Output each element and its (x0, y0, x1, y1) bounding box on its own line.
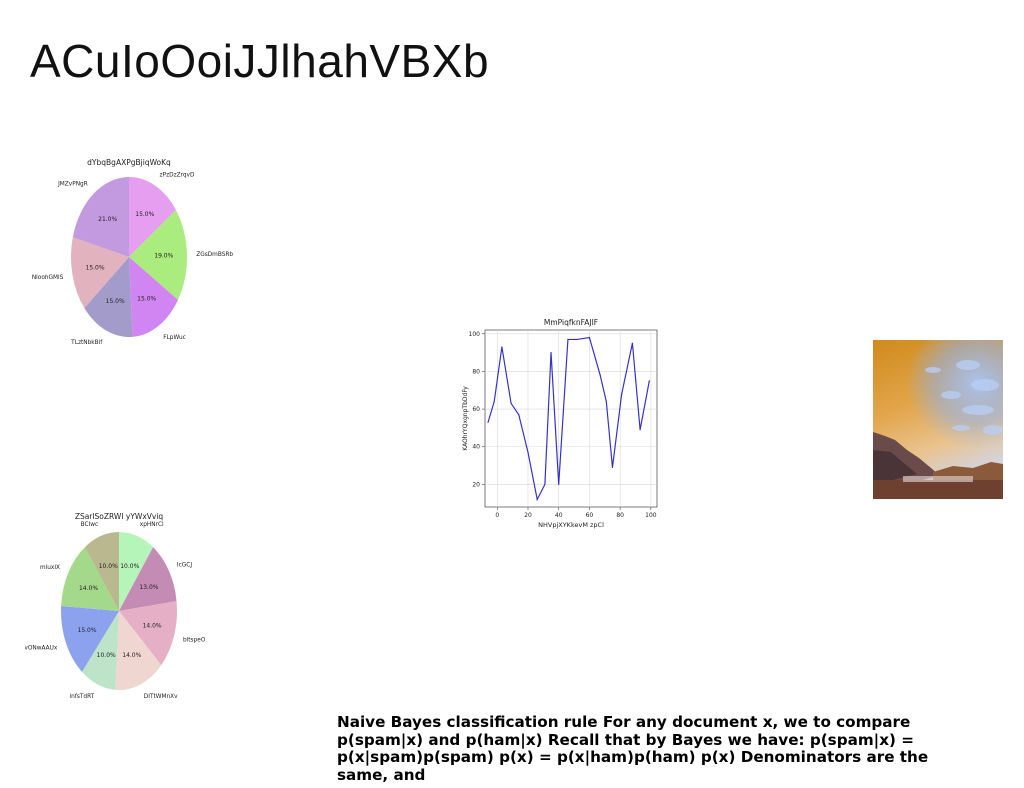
chart-title: ZSarlSoZRWI yYWxVviq (75, 512, 164, 521)
line-point (632, 343, 633, 344)
y-tick-label: 40 (472, 444, 480, 451)
slice-value-label: 10.0% (97, 652, 116, 659)
x-tick-label: 100 (645, 512, 657, 519)
line-point (487, 422, 488, 423)
line-point (612, 467, 613, 468)
slice-value-label: 14.0% (122, 652, 141, 659)
line-point (511, 403, 512, 404)
line-chart: MmPiqfknFAJIF 0 20 40 60 80 100 20 40 60 80 100 NHVp… (455, 312, 665, 532)
x-tick-label: 20 (524, 512, 532, 519)
slice-value-label: 15.0% (135, 211, 154, 218)
slice-label: IcGCJ (177, 562, 192, 568)
slice-value-label: 19.0% (154, 252, 173, 259)
slide-title: ACuIoOoiJJlhahVBXb (30, 34, 489, 88)
chart-title: dYbqBgAXPgBjiqWoKq (87, 158, 171, 167)
line-point (494, 401, 495, 402)
slice-value-label: 14.0% (79, 585, 98, 592)
line-point (527, 452, 528, 453)
slice-label: infsTdRT (70, 694, 95, 700)
plot-area (485, 330, 657, 507)
slice-value-label: 15.0% (137, 295, 156, 302)
slice-label: TLztNbkBif (70, 340, 103, 346)
line-point (518, 414, 519, 415)
slice-value-label: 15.0% (78, 627, 97, 634)
slice-label: xpHNrCl (140, 522, 164, 528)
x-tick-label: 0 (495, 512, 499, 519)
y-tick-label: 20 (472, 481, 480, 488)
line-point (640, 429, 641, 430)
line-point (589, 337, 590, 338)
pie-chart-1: dYbqBgAXPgBjiqWoKq 15.0% zPzDzZrqvD 19.0% ZG… (30, 150, 250, 350)
line-point (550, 352, 551, 353)
slice-value-label: 15.0% (106, 298, 125, 305)
line-point (501, 346, 502, 347)
slice-label: bltspeO (183, 637, 206, 643)
slice-label: JMZvPNgR (57, 182, 88, 188)
slice-label: ZGsDmBSRb (196, 252, 233, 258)
line-point (567, 339, 568, 340)
slice-label: gvONwAAUx (25, 645, 58, 651)
y-tick-label: 80 (472, 368, 480, 375)
slice-value-label: 21.0% (98, 216, 117, 223)
line-point (621, 393, 622, 394)
line-point (558, 484, 559, 485)
line-point (577, 339, 578, 340)
x-tick-label: 40 (555, 512, 563, 519)
slice-value-label: 14.0% (143, 623, 162, 630)
mountain-sunset-photo (873, 340, 1003, 499)
slice-label: NloohGMlS (32, 275, 64, 281)
slice-label: zPzDzZrqvD (160, 172, 195, 178)
x-axis-label: NHVpjXYKkevM zpCl (538, 521, 604, 529)
slice-value-label: 13.0% (139, 584, 158, 591)
line-chart-svg: MmPiqfknFAJIF 0 20 40 60 80 100 20 40 60 80 100 NHVp… (455, 312, 665, 532)
slice-value-label: 10.0% (99, 563, 118, 570)
line-point (649, 380, 650, 381)
x-tick-label: 80 (616, 512, 624, 519)
chart-title: MmPiqfknFAJIF (544, 318, 598, 327)
slice-label: mluxIX (40, 565, 60, 571)
pie-chart-1-svg: dYbqBgAXPgBjiqWoKq 15.0% zPzDzZrqvD 19.0% ZG… (30, 150, 250, 350)
slice-label: FLpWuc (163, 335, 186, 341)
pie-chart-2: ZSarlSoZRWI yYWxVviq 10.0% xpHNrCl 13.0% IcG… (25, 505, 235, 705)
y-tick-label: 100 (469, 331, 481, 338)
body-paragraph: Naive Bayes classification rule For any … (337, 714, 977, 784)
line-point (606, 401, 607, 402)
slice-value-label: 15.0% (86, 264, 105, 271)
slice-label: BCIwc (81, 522, 99, 528)
y-tick-label: 60 (472, 406, 480, 413)
slice-label: DITtWMnXv (144, 694, 178, 700)
landscape-photo (873, 340, 1003, 499)
slice-value-label: 10.0% (120, 563, 139, 570)
line-point (544, 484, 545, 485)
line-point (600, 375, 601, 376)
pie-chart-2-svg: ZSarlSoZRWI yYWxVviq 10.0% xpHNrCl 13.0% IcG… (25, 505, 235, 705)
y-axis-label: KAOhrYQxgnpTbDdFy (462, 386, 469, 451)
x-tick-label: 60 (586, 512, 594, 519)
line-point (537, 499, 538, 500)
